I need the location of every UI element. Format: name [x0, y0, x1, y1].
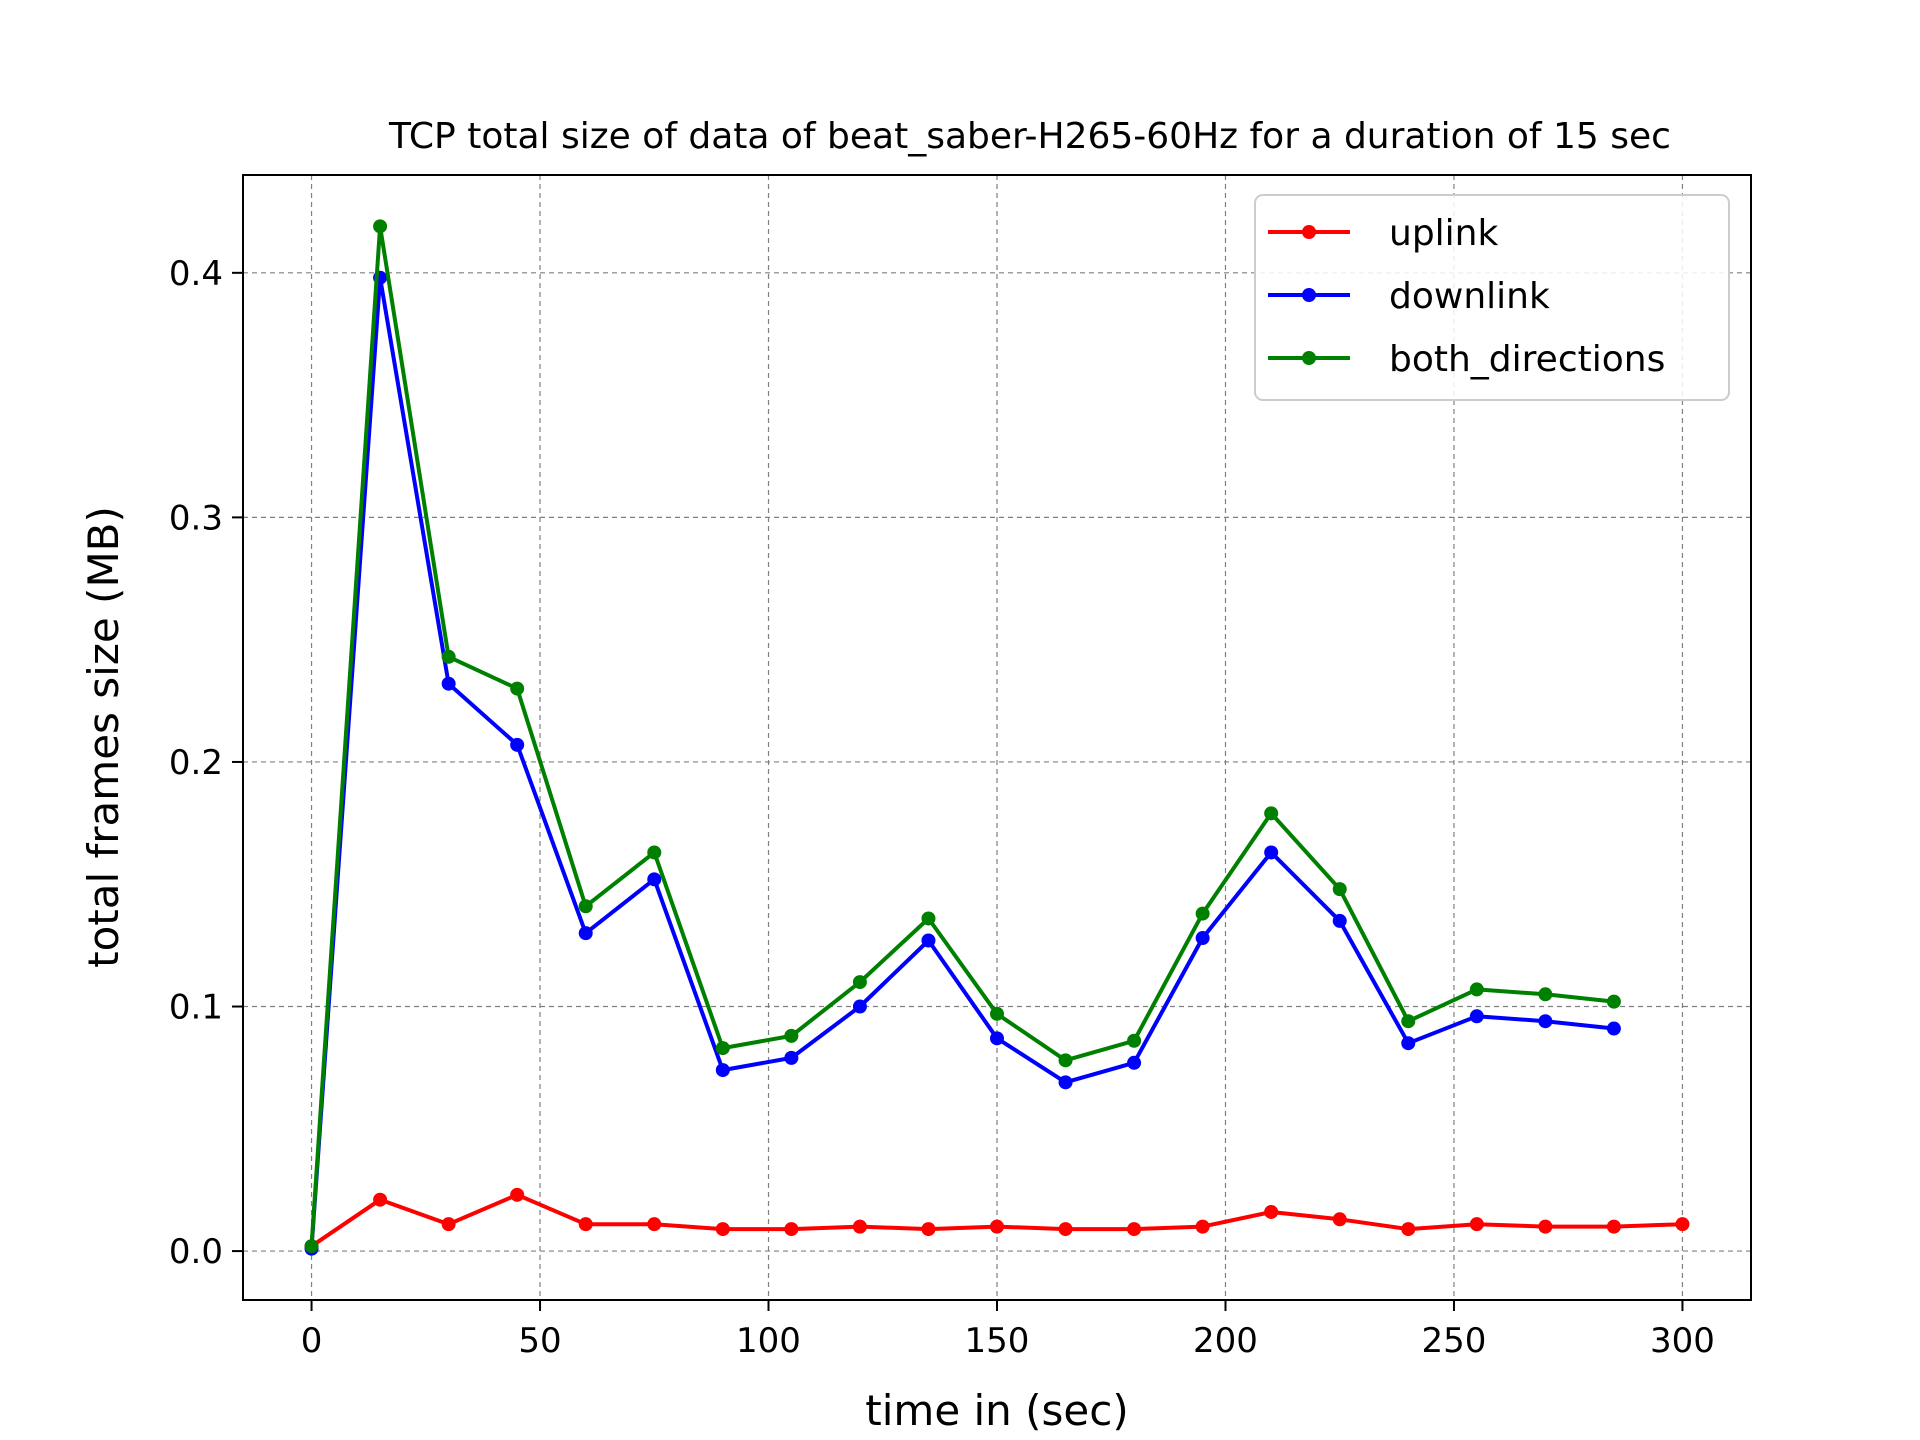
data-point	[647, 845, 662, 860]
legend: uplink downlink both_directions	[1254, 194, 1730, 401]
data-point	[990, 1219, 1004, 1234]
data-point	[921, 911, 936, 926]
data-point	[715, 1063, 730, 1078]
data-point	[1332, 1212, 1347, 1227]
series-line	[309, 224, 1615, 1247]
data-point	[304, 1239, 319, 1254]
series-layer	[304, 219, 1690, 1256]
data-point	[1401, 1036, 1416, 1051]
data-point	[1058, 1222, 1073, 1237]
data-point	[1058, 1053, 1073, 1068]
data-point	[1127, 1222, 1142, 1237]
ticks: 0 50 100 150 200 250 300 0.0 0.1 0.2 0.3 0.4	[169, 254, 1715, 1361]
data-point	[852, 975, 867, 990]
x-tick-label: 300	[1650, 1321, 1715, 1361]
legend-label: downlink	[1389, 276, 1550, 317]
data-point	[1195, 1219, 1210, 1234]
data-point	[715, 1222, 730, 1237]
data-point	[1606, 1021, 1621, 1036]
x-tick-label: 200	[1193, 1321, 1258, 1361]
series-uplink	[304, 1187, 1690, 1254]
data-point	[1058, 1075, 1073, 1090]
chart-title: TCP total size of data of beat_saber-H26…	[388, 116, 1671, 157]
data-point	[1127, 1033, 1142, 1048]
data-point	[921, 1222, 936, 1237]
x-tick-label: 150	[965, 1321, 1030, 1361]
data-point	[373, 1192, 388, 1207]
data-point	[1469, 1009, 1484, 1024]
legend-label: uplink	[1389, 213, 1498, 254]
data-point	[1538, 1014, 1553, 1029]
x-tick-label: 0	[301, 1321, 323, 1361]
series-both-directions	[304, 219, 1621, 1254]
data-point	[1606, 994, 1621, 1009]
data-point	[441, 649, 456, 664]
data-point	[373, 219, 388, 234]
data-point	[1195, 906, 1210, 921]
x-axis-label: time in (sec)	[865, 1386, 1128, 1435]
data-point	[784, 1050, 799, 1065]
data-point	[441, 676, 456, 691]
data-point	[1195, 931, 1210, 946]
legend-entry: downlink	[1268, 276, 1550, 317]
data-point	[715, 1041, 730, 1056]
data-point	[784, 1028, 799, 1043]
data-point	[1469, 1217, 1484, 1232]
data-point	[1606, 1219, 1621, 1234]
data-point	[1127, 1055, 1142, 1070]
data-point	[1538, 1219, 1553, 1234]
data-point	[990, 1006, 1004, 1021]
y-axis-label: total frames size (MB)	[79, 506, 128, 968]
x-tick-label: 50	[518, 1321, 561, 1361]
series-line	[309, 275, 1615, 1249]
y-tick-label: 0.4	[169, 254, 223, 294]
data-point	[1401, 1014, 1416, 1029]
data-point	[921, 933, 936, 948]
data-point	[1264, 845, 1279, 860]
y-tick-label: 0.2	[169, 743, 223, 783]
data-point	[1538, 987, 1553, 1002]
data-point	[441, 1217, 456, 1232]
y-tick-label: 0.1	[169, 988, 223, 1028]
data-point	[510, 1187, 525, 1202]
y-tick-label: 0.0	[169, 1232, 223, 1272]
legend-entry: both_directions	[1268, 339, 1665, 380]
legend-marker	[1302, 351, 1316, 365]
data-point	[852, 999, 867, 1014]
data-point	[578, 926, 593, 941]
data-point	[1264, 1204, 1279, 1219]
data-point	[1401, 1222, 1416, 1237]
data-point	[1675, 1217, 1690, 1232]
data-point	[1264, 806, 1279, 821]
data-point	[784, 1222, 799, 1237]
data-point	[1332, 882, 1347, 897]
y-tick-label: 0.3	[169, 498, 223, 538]
data-point	[990, 1031, 1004, 1046]
data-point	[578, 899, 593, 914]
data-point	[647, 1217, 662, 1232]
data-point	[1469, 982, 1484, 997]
legend-marker	[1302, 288, 1316, 302]
data-point	[510, 681, 525, 696]
data-point	[1332, 913, 1347, 928]
legend-box	[1254, 194, 1730, 401]
data-point	[852, 1219, 867, 1234]
data-point	[647, 872, 662, 887]
data-point	[510, 737, 525, 752]
legend-entry: uplink	[1268, 213, 1498, 254]
legend-marker	[1302, 225, 1316, 239]
x-tick-label: 250	[1422, 1321, 1487, 1361]
data-point	[578, 1217, 593, 1232]
legend-label: both_directions	[1389, 339, 1665, 380]
grid	[243, 175, 1751, 1300]
x-tick-label: 100	[736, 1321, 801, 1361]
